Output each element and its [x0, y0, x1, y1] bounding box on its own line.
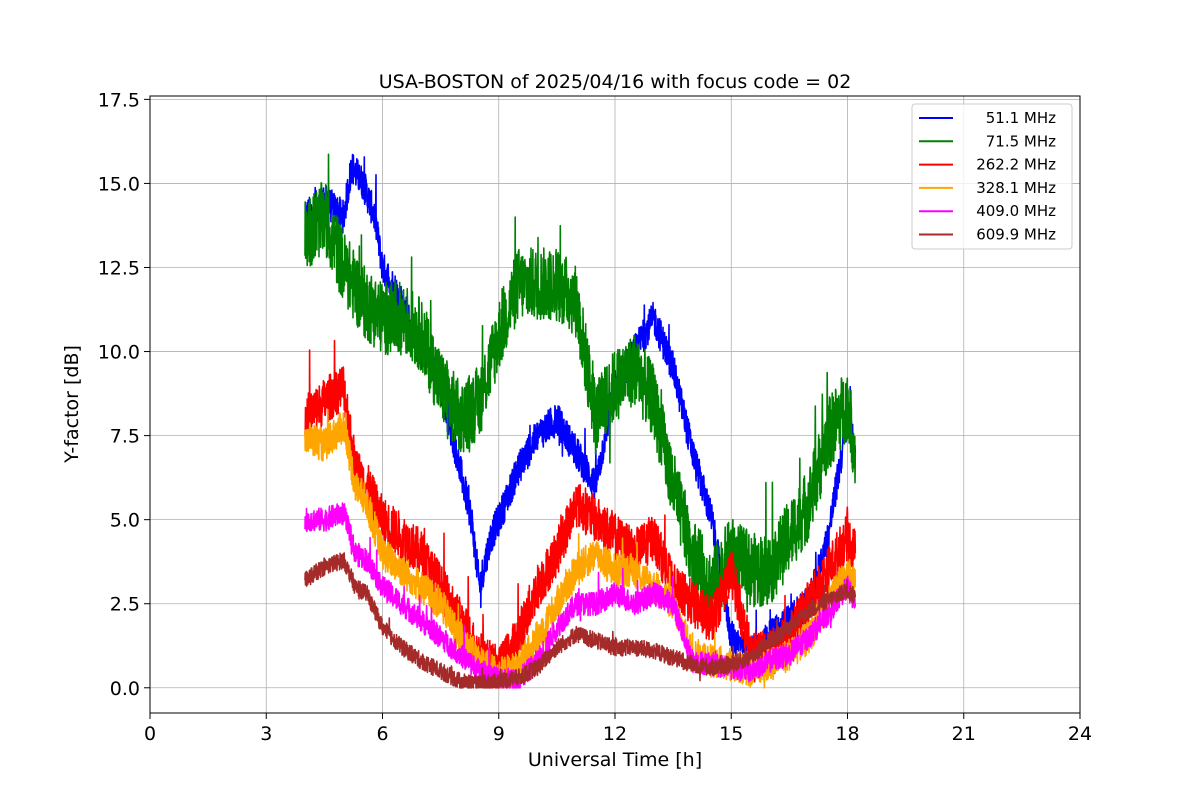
y-tick-label: 7.5: [110, 426, 140, 448]
y-tick-label: 17.5: [98, 89, 140, 111]
axis-ticks: 0 3 6 9 12 15 18 21 24 0.0 2.5 5.0 7.5 10.0 12.5 15.0 17…: [98, 89, 1092, 745]
series-line: [304, 552, 857, 689]
x-tick-label: 15: [719, 723, 743, 745]
y-tick-label: 2.5: [110, 594, 140, 616]
y-tick-label: 15.0: [98, 173, 140, 195]
series-line: [304, 502, 857, 689]
y-tick-label: 0.0: [110, 678, 140, 700]
y-tick-label: 10.0: [98, 342, 140, 364]
x-tick-label: 9: [493, 723, 505, 745]
legend-label: 409.0 MHz: [976, 202, 1056, 220]
legend-label: 71.5 MHz: [986, 132, 1056, 150]
x-tick-label: 6: [376, 723, 388, 745]
legend-label: 262.2 MHz: [976, 156, 1056, 174]
x-tick-label: 0: [144, 723, 156, 745]
x-tick-label: 12: [603, 723, 627, 745]
series-group: [304, 153, 857, 689]
series-line: [304, 153, 857, 619]
y-tick-label: 5.0: [110, 510, 140, 532]
x-tick-label: 18: [835, 723, 859, 745]
legend-label: 51.1 MHz: [986, 109, 1056, 127]
y-tick-label: 12.5: [98, 257, 140, 279]
x-tick-label: 3: [260, 723, 272, 745]
legend-box: [911, 103, 1073, 250]
legend: 51.1 MHz 71.5 MHz 262.2 MHz 328.1 MHz 409.0 …: [911, 103, 1073, 250]
x-tick-label: 24: [1068, 723, 1092, 745]
x-tick-label: 21: [952, 723, 976, 745]
legend-label: 328.1 MHz: [976, 179, 1056, 197]
y-axis-label: Y-factor [dB]: [61, 345, 83, 464]
legend-label: 609.9 MHz: [976, 226, 1056, 244]
x-axis-label: Universal Time [h]: [528, 749, 702, 771]
chart-title: USA-BOSTON of 2025/04/16 with focus code…: [379, 71, 852, 93]
